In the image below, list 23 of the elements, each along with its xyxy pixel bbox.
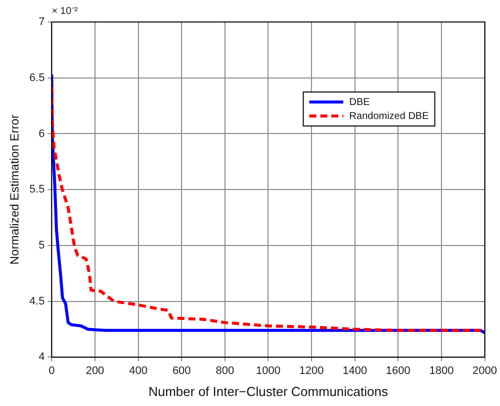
x-tick-label: 800 — [216, 364, 234, 377]
y-tick-label: 6.5 — [29, 72, 45, 84]
x-axis-title: Number of Inter−Cluster Communications — [148, 384, 388, 399]
y-tick-label: 5 — [38, 240, 45, 252]
y-tick-label: 4 — [38, 351, 45, 364]
x-tick-label: 1800 — [429, 364, 454, 377]
x-tick-label: 2000 — [472, 364, 498, 377]
y-axis-title: Normalized Estimation Error — [8, 114, 22, 265]
x-tick-label: 1000 — [256, 364, 280, 377]
x-tick-label: 0 — [48, 364, 55, 377]
text: × 10⁻² — [52, 6, 78, 17]
legend-label: DBE — [349, 96, 370, 108]
x-tick-label: 200 — [86, 364, 104, 377]
y-tick-label: 5.5 — [29, 184, 45, 196]
x-tick-label: 1600 — [386, 364, 410, 377]
x-tick-label: 1200 — [299, 364, 324, 377]
x-tick-label: 400 — [129, 364, 148, 377]
x-tick-label: 600 — [172, 364, 191, 377]
legend-label: Randomized DBE — [349, 110, 430, 122]
y-tick-label: 4.5 — [29, 295, 45, 308]
y-tick-label: 6 — [38, 128, 45, 140]
x-tick-label: 1400 — [342, 364, 368, 377]
y-tick-label: 7 — [38, 16, 45, 28]
